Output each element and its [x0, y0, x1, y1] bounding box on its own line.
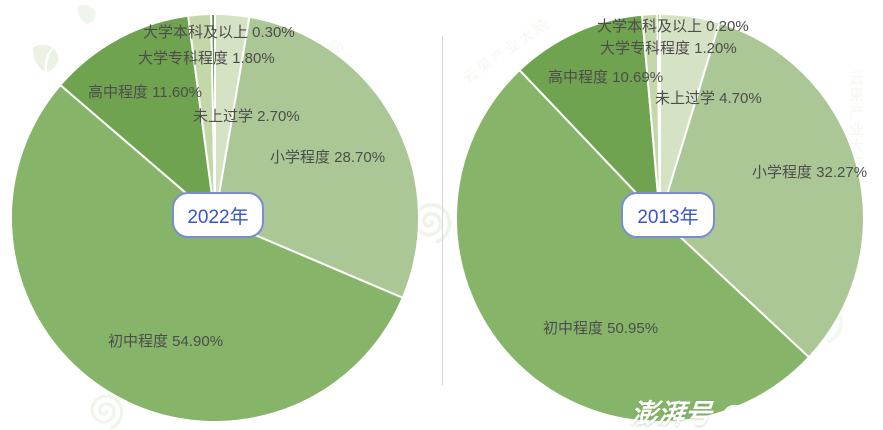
pie-2022 — [10, 13, 420, 423]
slice-label: 大学本科及以上 0.20% — [597, 18, 749, 35]
credit-handle-text: @农小蜂数智云 — [721, 401, 883, 429]
pie-slice-0-1 — [214, 15, 420, 299]
watermark-credit: 澎湃号 @农小蜂数智云 — [629, 392, 883, 430]
slice-label: 小学程度 28.70% — [270, 149, 386, 166]
pie-slice-1-3 — [518, 13, 661, 219]
year-badge-2013: 2013年 — [621, 192, 715, 238]
pie-slice-0-5 — [210, 13, 216, 219]
chart-divider — [442, 36, 443, 385]
slice-label: 未上过学 4.70% — [655, 90, 762, 107]
pie-slice-0-2 — [10, 84, 404, 423]
slice-label: 高中程度 11.60% — [88, 84, 202, 101]
slice-label: 初中程度 54.90% — [108, 333, 224, 350]
slice-label: 大学专科程度 1.80% — [138, 50, 275, 67]
pie-slice-1-2 — [454, 69, 810, 424]
slice-label: 未上过学 2.70% — [193, 108, 300, 125]
slice-label: 初中程度 50.95% — [543, 320, 659, 337]
pie-slice-1-5 — [656, 13, 661, 219]
pie-slice-0-3 — [59, 14, 216, 219]
year-badge-2022: 2022年 — [172, 192, 264, 238]
slice-label: 小学程度 32.27% — [752, 164, 868, 181]
slice-label: 高中程度 10.69% — [548, 69, 664, 86]
year-badge-label: 2022年 — [187, 206, 249, 228]
pie-slice-1-1 — [659, 21, 865, 359]
year-badge-label: 2013年 — [637, 206, 699, 228]
slice-label: 大学本科及以上 0.30% — [143, 24, 295, 41]
pie-2013 — [454, 13, 865, 424]
slice-label: 大学专科程度 1.20% — [600, 40, 737, 57]
pengpai-logo-text: 澎湃号 — [629, 399, 714, 429]
